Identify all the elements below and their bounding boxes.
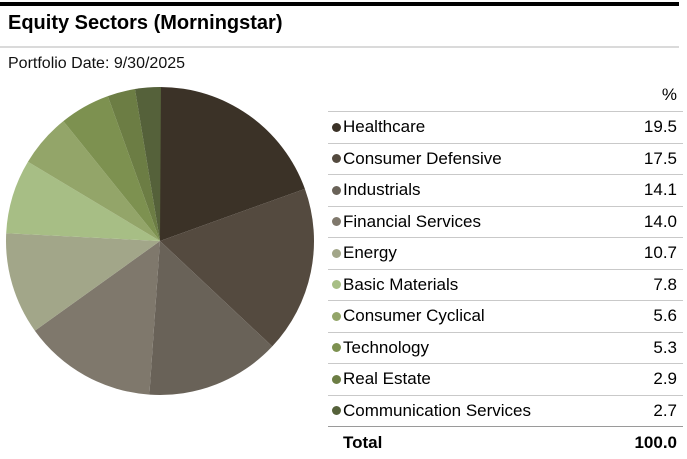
legend-value: 7.8 bbox=[653, 274, 677, 294]
legend-value: 14.1 bbox=[643, 180, 677, 200]
legend-label: Industrials bbox=[343, 180, 421, 200]
legend-row-basic-materials: Basic Materials 7.8 bbox=[328, 268, 683, 301]
table-header-row: % bbox=[328, 85, 683, 111]
legend-label: Communication Services bbox=[343, 400, 532, 420]
legend-row-consumer-cyclical: Consumer Cyclical 5.6 bbox=[328, 300, 683, 332]
legend-value: 17.5 bbox=[643, 148, 677, 168]
legend-row-real-estate: Real Estate 2.9 bbox=[328, 363, 683, 395]
legend-label: Real Estate bbox=[343, 369, 431, 389]
legend-value: 10.7 bbox=[643, 243, 677, 263]
pie-slice-communication-services bbox=[134, 86, 161, 242]
legend-value: 5.6 bbox=[653, 306, 677, 326]
pie-slice-technology bbox=[63, 96, 161, 241]
legend-row-industrials: Industrials 14.1 bbox=[328, 174, 683, 206]
consumer-cyclical-bullet-icon bbox=[332, 311, 341, 321]
legend-label: Energy bbox=[343, 243, 397, 263]
legend-row-technology: Technology 5.3 bbox=[328, 331, 683, 364]
consumer-defensive-bullet-icon bbox=[332, 154, 341, 164]
pie-slice-basic-materials bbox=[6, 161, 160, 241]
total-label: Total bbox=[343, 432, 383, 452]
legend-row-consumer-defensive: Consumer Defensive 17.5 bbox=[328, 142, 683, 175]
legend-value: 2.9 bbox=[653, 369, 677, 389]
legend-value: 14.0 bbox=[643, 211, 677, 231]
total-value: 100.0 bbox=[634, 432, 677, 452]
communication-services-bullet-icon bbox=[332, 406, 341, 416]
legend-row-energy: Energy 10.7 bbox=[328, 237, 683, 269]
legend-label: Consumer Defensive bbox=[343, 148, 502, 168]
pie-svg bbox=[5, 86, 315, 395]
portfolio-date: Portfolio Date: 9/30/2025 bbox=[8, 55, 186, 72]
industrials-bullet-icon bbox=[332, 185, 341, 195]
legend-value: 2.7 bbox=[653, 400, 677, 420]
sector-legend-table: % Healthcare 19.5 Consumer Defensive 17.5 In… bbox=[328, 85, 683, 458]
pie-slice-healthcare bbox=[160, 87, 305, 241]
pie-slice-financial-services bbox=[34, 241, 160, 395]
legend-label: Consumer Cyclical bbox=[343, 306, 485, 326]
basic-materials-bullet-icon bbox=[332, 280, 341, 290]
legend-label: Healthcare bbox=[343, 117, 426, 137]
pie-slice-industrials bbox=[149, 241, 273, 395]
percent-column-header: % bbox=[661, 85, 677, 104]
pie-slice-consumer-defensive bbox=[160, 188, 315, 347]
title-divider bbox=[0, 46, 679, 48]
sector-pie-chart bbox=[5, 86, 315, 396]
pie-slice-consumer-cyclical bbox=[27, 121, 160, 241]
healthcare-bullet-icon bbox=[332, 122, 341, 132]
legend-value: 19.5 bbox=[643, 117, 677, 137]
financial-services-bullet-icon bbox=[332, 217, 341, 227]
legend-rows: Healthcare 19.5 Consumer Defensive 17.5 Indu… bbox=[328, 111, 683, 426]
technology-bullet-icon bbox=[332, 343, 341, 353]
legend-label: Technology bbox=[343, 337, 430, 357]
page-title: Equity Sectors (Morningstar) bbox=[8, 12, 283, 34]
legend-row-healthcare: Healthcare 19.5 bbox=[328, 111, 683, 143]
legend-label: Basic Materials bbox=[343, 274, 459, 294]
legend-row-financial-services: Financial Services 14.0 bbox=[328, 205, 683, 238]
legend-label: Financial Services bbox=[343, 211, 481, 231]
total-row: Total 100.0 bbox=[328, 426, 683, 458]
pie-slice-real-estate bbox=[107, 89, 160, 241]
legend-value: 5.3 bbox=[653, 337, 677, 357]
real-estate-bullet-icon bbox=[332, 374, 341, 384]
top-rule bbox=[0, 2, 679, 6]
legend-row-communication-services: Communication Services 2.7 bbox=[328, 394, 683, 427]
pie-slice-energy bbox=[5, 233, 160, 331]
energy-bullet-icon bbox=[332, 248, 341, 258]
